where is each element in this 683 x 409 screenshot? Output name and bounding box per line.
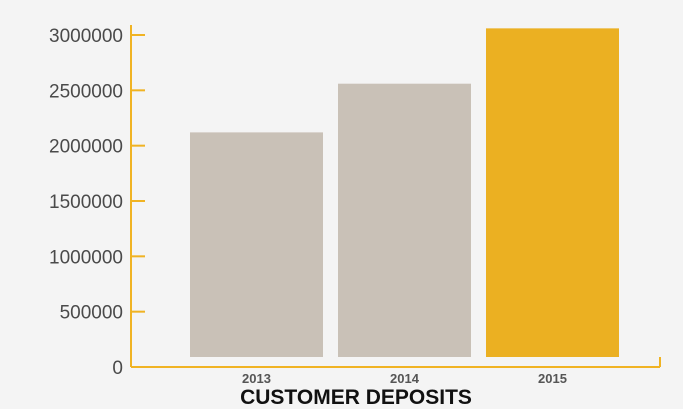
- x-category-label: 2014: [390, 371, 420, 386]
- chart-title: CUSTOMER DEPOSITS: [240, 386, 472, 409]
- bar-2013: [190, 132, 323, 357]
- y-tick-label: 500000: [60, 303, 123, 324]
- y-tick-label: 1000000: [49, 247, 123, 268]
- bars-layer: [190, 28, 619, 358]
- y-tick-label: 1500000: [49, 192, 123, 213]
- bar-2014: [338, 83, 471, 358]
- x-category-label: 2015: [538, 371, 567, 386]
- x-categories-layer: 2013 2014 2015: [242, 371, 567, 386]
- y-tick-label: 2500000: [49, 81, 123, 102]
- y-tick-label: 2000000: [49, 137, 123, 158]
- y-ticks-layer: 0 500000 1000000 1500000 2000000 2500000 30000…: [49, 26, 145, 379]
- x-category-label: 2013: [242, 371, 271, 386]
- axes-layer: [130, 25, 661, 368]
- y-tick-label: 0: [112, 358, 123, 379]
- y-tick-label: 3000000: [49, 26, 123, 47]
- bar-2015: [486, 28, 619, 358]
